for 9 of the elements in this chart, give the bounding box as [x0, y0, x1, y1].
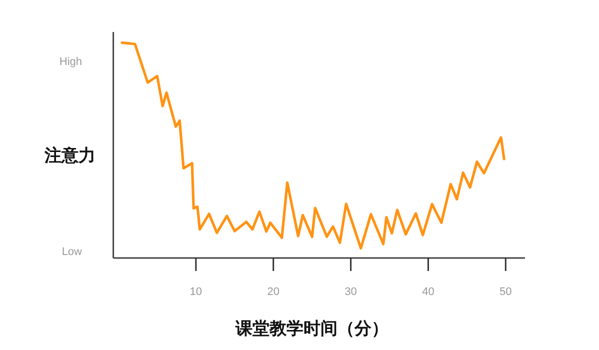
- x-tick-label: 40: [422, 286, 434, 298]
- x-tick-label: 20: [267, 286, 280, 298]
- x-tick-label: 10: [190, 286, 202, 298]
- text: Low: [62, 246, 82, 258]
- x-axis-title: 课堂教学时间（分）: [234, 319, 388, 338]
- y-axis-title: 注意力: [44, 146, 96, 165]
- text: High: [59, 56, 82, 68]
- x-tick-label: 30: [344, 286, 357, 298]
- x-tick-label: 50: [500, 286, 512, 298]
